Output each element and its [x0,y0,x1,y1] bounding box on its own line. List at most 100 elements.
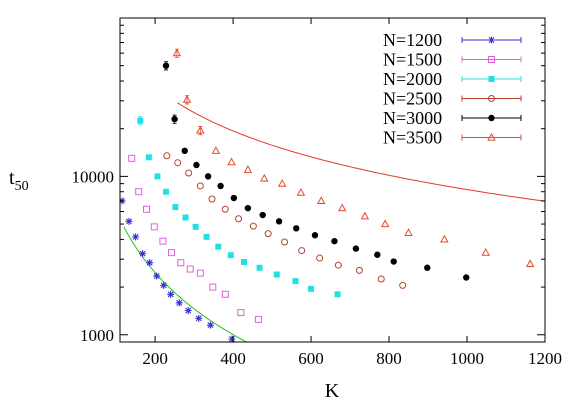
data-point [182,214,189,221]
data-point [184,307,192,315]
data-point [380,219,390,228]
data-point [352,245,360,252]
data-point [260,173,269,182]
data-point [281,238,289,246]
data-point [181,147,188,155]
data-point [355,266,363,274]
data-point [172,204,179,211]
data-point [139,250,147,258]
data-point [308,285,315,292]
data-point [293,225,300,232]
error-bar [138,116,143,126]
data-point [209,283,217,291]
legend-marker [488,114,495,122]
fit-curve [123,226,248,342]
data-point [186,265,194,273]
data-point [125,217,133,225]
data-point [244,204,252,212]
data-point [175,299,183,307]
data-markers [120,48,535,342]
data-point [221,205,229,213]
y-axis-label-subscript: 50 [15,179,29,194]
x-tick-label: 800 [376,349,402,368]
data-point [316,196,326,205]
fit-curve [177,102,545,202]
data-point [256,264,263,271]
plot-frame [119,17,546,343]
data-point [264,230,272,238]
data-point [196,182,204,190]
legend-marker [488,76,495,82]
data-point [159,237,167,245]
data-point [292,278,299,285]
x-tick-label: 1200 [528,349,562,368]
legend-label: N=3000 [383,108,442,128]
data-point [163,188,170,195]
data-point [193,161,200,169]
error-bar [172,114,177,124]
data-point [390,258,397,265]
data-point [259,211,266,219]
data-point [311,232,319,239]
y-axis-label: t50 [9,167,29,194]
error-bar [185,95,190,105]
y-tick-label: 1000 [80,326,114,345]
legend-line [461,134,522,141]
data-point [203,233,210,240]
data-point [195,314,203,322]
legend-label: N=2500 [383,89,442,109]
x-tick-label: 200 [142,349,168,368]
data-point [249,222,257,230]
fit-curves [123,102,545,342]
data-point [296,187,306,196]
data-point [316,254,324,262]
y-axis-label-main: t [9,167,15,189]
data-point [374,251,381,258]
data-point [481,247,490,256]
legend-label: N=1200 [383,30,442,50]
data-point [143,205,151,213]
data-point [334,261,342,269]
data-point [206,321,214,329]
data-point [217,182,224,190]
data-point [153,272,161,280]
data-point [160,281,168,289]
data-point [215,243,222,250]
data-point [227,157,236,166]
legend-label: N=2000 [383,69,442,89]
x-tick-label: 400 [220,349,246,368]
data-point [128,154,136,162]
data-point [277,178,287,187]
data-point [237,309,245,317]
legend-line [461,56,522,63]
data-point [240,258,247,265]
data-point [145,154,152,161]
x-tick-label: 1000 [450,349,484,368]
data-point [208,195,216,203]
data-point [227,252,234,259]
error-bar [198,126,203,136]
data-point [463,274,470,281]
data-point [525,259,535,268]
data-point [230,194,238,202]
data-point [150,223,158,231]
data-point [135,188,143,196]
data-point [174,159,182,167]
data-point [167,290,175,298]
data-point [424,264,431,271]
data-point [154,173,161,180]
data-point [167,249,175,257]
x-axis-label: K [325,380,340,402]
data-point [334,291,341,298]
data-point [360,211,370,220]
y-tick-label: 10000 [72,167,115,186]
data-point [185,169,193,177]
data-point [377,275,385,283]
legend-marker [488,36,495,44]
data-point [146,259,154,267]
error-bar [174,48,179,58]
x-tick-label: 600 [298,349,324,368]
legend-marker [488,95,495,102]
data-point [273,271,280,278]
data-point [399,281,407,289]
